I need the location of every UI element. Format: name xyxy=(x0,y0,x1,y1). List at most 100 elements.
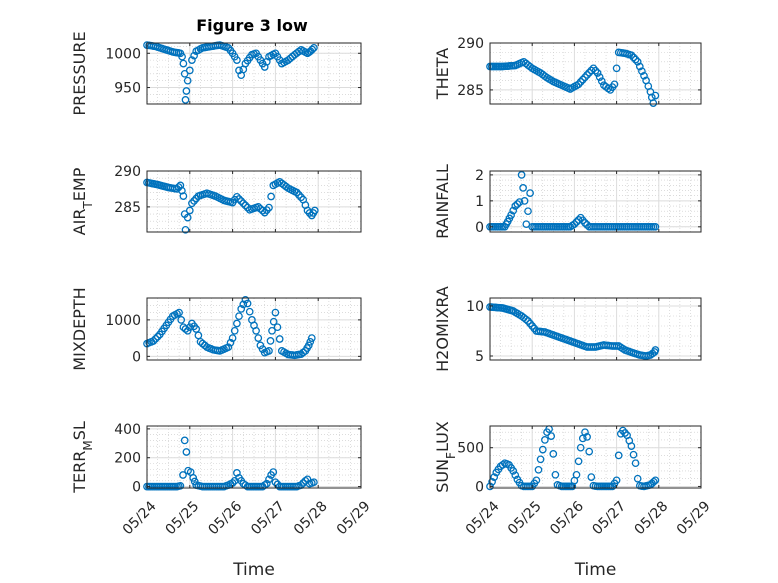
axes-box xyxy=(146,170,362,233)
axes-box xyxy=(146,297,362,361)
data-point xyxy=(268,326,276,335)
data-point xyxy=(224,343,233,352)
data-point xyxy=(307,334,316,342)
x-tick-label: 05/24 xyxy=(463,498,503,538)
data-point xyxy=(597,77,606,86)
data-point xyxy=(177,316,186,324)
data-point xyxy=(233,56,241,64)
data-point xyxy=(149,337,158,345)
data-point xyxy=(182,448,191,456)
x-axis-label: Time xyxy=(574,560,617,580)
y-tick-label: 285 xyxy=(114,200,141,216)
data-point xyxy=(627,442,636,450)
data-point xyxy=(176,181,185,190)
data-point xyxy=(230,326,239,335)
y-axis-label: H2OMIXRA xyxy=(433,286,452,372)
data-point xyxy=(189,474,198,482)
x-tick-label: 05/25 xyxy=(505,498,545,538)
y-tick-label: 10 xyxy=(466,299,484,315)
data-point xyxy=(581,428,589,437)
data-point xyxy=(576,443,585,452)
data-point xyxy=(267,192,275,201)
data-point xyxy=(239,199,248,208)
data-point xyxy=(549,450,558,458)
x-tick-label: 05/26 xyxy=(547,498,587,538)
data-point xyxy=(176,481,185,490)
data-point xyxy=(629,53,638,62)
data-point xyxy=(551,470,560,479)
data-point xyxy=(490,473,499,481)
data-point xyxy=(237,197,246,205)
data-point xyxy=(254,334,263,342)
data-point xyxy=(610,80,619,89)
y-tick-label: 0 xyxy=(475,479,484,495)
data-point xyxy=(587,473,596,481)
y-tick-label: 1000 xyxy=(105,313,141,329)
y-axis-label: AIRTEMP xyxy=(70,167,95,235)
data-point xyxy=(651,346,660,354)
data-point xyxy=(614,451,623,460)
data-point xyxy=(509,467,518,475)
data-point xyxy=(181,225,190,234)
data-point xyxy=(578,75,587,84)
data-point xyxy=(185,206,194,215)
y-tick-label: 290 xyxy=(114,164,141,180)
data-point xyxy=(183,76,192,85)
data-point xyxy=(265,203,273,212)
data-point xyxy=(179,192,188,200)
data-point xyxy=(306,337,315,346)
data-point xyxy=(181,96,190,104)
data-point xyxy=(517,171,526,179)
y-axis-label: PRESSURE xyxy=(70,31,89,115)
data-point xyxy=(581,219,589,227)
data-point xyxy=(576,78,585,86)
data-point xyxy=(572,470,581,479)
data-point xyxy=(179,471,187,479)
data-point xyxy=(241,201,250,210)
data-point xyxy=(627,51,636,60)
data-point xyxy=(310,478,318,487)
data-point xyxy=(228,334,237,342)
data-point xyxy=(233,319,241,328)
y-axis-label: MIXDEPTH xyxy=(70,287,89,370)
y-axis-label: RAINFALL xyxy=(433,164,452,239)
x-tick-label: 05/24 xyxy=(120,498,160,538)
y-tick-label: 1 xyxy=(475,194,484,210)
data-point xyxy=(538,445,547,454)
x-tick-label: 05/27 xyxy=(248,498,288,538)
data-point xyxy=(547,432,556,440)
y-tick-label: 285 xyxy=(457,83,484,99)
data-point xyxy=(651,476,660,485)
data-point xyxy=(258,206,267,215)
x-tick-label: 05/27 xyxy=(589,498,629,538)
data-point xyxy=(583,433,591,441)
y-tick-label: 200 xyxy=(114,451,141,467)
data-point xyxy=(181,325,190,333)
data-point xyxy=(640,71,648,80)
data-point xyxy=(175,308,183,317)
panel-terrmsl: 0 200 400 TERRMSL 05/24 05/25 05/26 05/27 05/28 0… xyxy=(70,421,374,580)
data-point xyxy=(511,471,520,480)
data-point xyxy=(651,222,660,231)
data-point xyxy=(593,69,602,77)
axes-box xyxy=(489,297,702,361)
data-point xyxy=(513,200,522,208)
y-tick-label: 500 xyxy=(457,441,484,457)
data-point xyxy=(273,323,282,332)
axes-box xyxy=(146,425,362,489)
data-point xyxy=(649,477,658,486)
data-point xyxy=(185,66,194,75)
data-point xyxy=(153,332,162,341)
axes-box xyxy=(489,425,702,489)
data-point xyxy=(190,51,198,60)
data-point xyxy=(633,57,642,66)
data-point xyxy=(651,91,660,100)
data-point xyxy=(266,337,275,345)
y-axis-label: THETA xyxy=(433,48,452,100)
data-point xyxy=(265,347,273,355)
data-point xyxy=(524,207,532,216)
data-point xyxy=(507,211,515,219)
data-point xyxy=(310,206,319,215)
y-tick-label: 5 xyxy=(475,349,484,365)
